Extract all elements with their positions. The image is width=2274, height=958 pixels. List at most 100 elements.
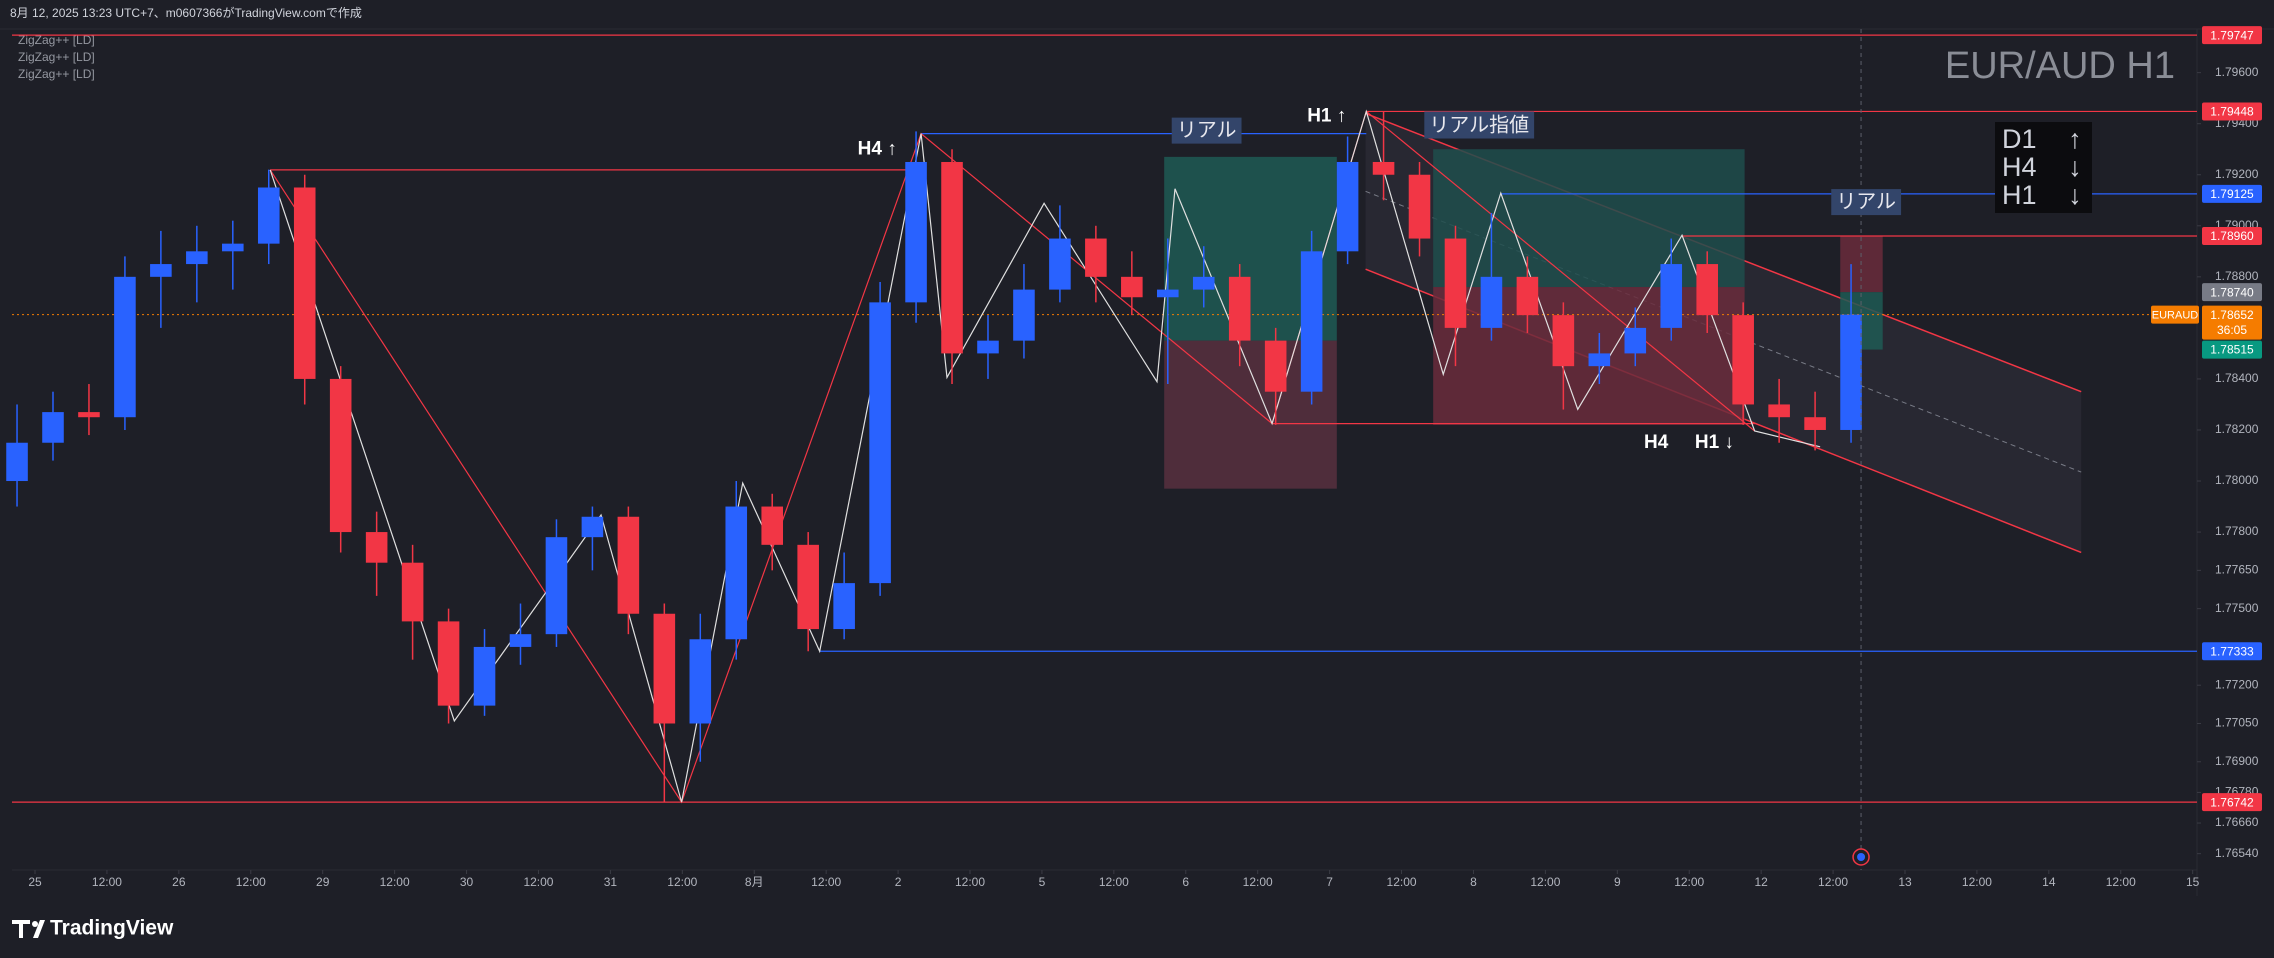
candle-body xyxy=(905,161,927,303)
x-tick-label: 30 xyxy=(460,875,474,889)
y-tick-label: 1.76660 xyxy=(2215,815,2259,829)
x-tick-label: 12:00 xyxy=(2106,875,2136,889)
candle-body xyxy=(581,516,604,538)
price-tag-label: 1.77333 xyxy=(2210,644,2254,658)
trend-timeframe: H4 xyxy=(2002,152,2037,182)
price-tag xyxy=(2202,26,2262,45)
y-tick-label: 1.78200 xyxy=(2215,422,2259,436)
candle-body xyxy=(150,264,172,277)
x-tick-label: 12 xyxy=(1754,875,1768,889)
price-tag xyxy=(2202,642,2262,661)
candle-body xyxy=(977,340,999,354)
annotation: リアル指値 xyxy=(1429,114,1529,137)
current-price-tag xyxy=(2202,305,2262,340)
trend-timeframe: H1 xyxy=(2002,180,2037,210)
candle-body xyxy=(545,537,568,635)
annotation: H1 ↑ xyxy=(1307,105,1346,126)
candle-body xyxy=(473,646,496,706)
y-tick-label: 1.77800 xyxy=(2215,524,2259,538)
y-tick-label: 1.76900 xyxy=(2215,754,2259,768)
candle-body xyxy=(617,516,640,614)
candle-body xyxy=(401,562,424,622)
symbol-tag xyxy=(2151,305,2199,324)
x-tick-label: 25 xyxy=(28,875,42,889)
price-tag-label: 1.79448 xyxy=(2210,105,2254,119)
price-tag-label: 1.78740 xyxy=(2210,285,2254,299)
price-tag xyxy=(2202,226,2262,245)
y-tick-label: 1.77500 xyxy=(2215,601,2259,615)
candle-body xyxy=(6,442,28,482)
candle-body xyxy=(1408,174,1431,239)
candle-body xyxy=(725,506,748,640)
x-tick-label: 15 xyxy=(2186,875,2200,889)
y-tick-label: 1.79600 xyxy=(2215,65,2259,79)
x-tick-label: 5 xyxy=(1039,875,1046,889)
annotation: リアル xyxy=(1177,120,1237,142)
x-tick-label: 12:00 xyxy=(1387,875,1417,889)
candle-body xyxy=(293,187,316,379)
x-tick-label: 12:00 xyxy=(92,875,122,889)
x-tick-label: 8月 xyxy=(745,875,764,889)
symbol-label: EURAUD xyxy=(2152,310,2199,322)
candle-body xyxy=(1444,238,1467,328)
price-tag xyxy=(2202,283,2262,302)
candle-body xyxy=(1732,315,1754,405)
price-tag-label: 1.76742 xyxy=(2210,795,2254,809)
x-tick-label: 7 xyxy=(1326,875,1333,889)
candle-body xyxy=(1336,161,1359,252)
current-price-label: 1.78652 xyxy=(2210,308,2254,322)
price-tag xyxy=(2202,793,2262,812)
x-tick-label: 12:00 xyxy=(955,875,985,889)
annotation-box xyxy=(1171,117,1242,144)
candle-body xyxy=(1085,238,1107,277)
price-tag-label: 1.79125 xyxy=(2210,187,2254,201)
y-tick-label: 1.77650 xyxy=(2215,563,2259,577)
candle-body xyxy=(42,412,64,443)
x-tick-label: 8 xyxy=(1470,875,1477,889)
trend-direction: ↑ xyxy=(2068,124,2082,154)
price-tag xyxy=(2202,340,2262,359)
y-tick-label: 1.78400 xyxy=(2215,371,2259,385)
candle-body xyxy=(1696,264,1718,316)
x-tick-label: 12:00 xyxy=(1243,875,1273,889)
candle-body xyxy=(1804,417,1826,430)
candle-body xyxy=(761,506,784,545)
candle-body xyxy=(941,161,963,354)
candle-body xyxy=(1157,289,1179,298)
countdown: 36:05 xyxy=(2217,323,2247,337)
candle-body xyxy=(1013,289,1035,341)
indicator-label: ZigZag++ [LD] xyxy=(18,67,95,81)
x-tick-label: 13 xyxy=(1898,875,1912,889)
brand-logo xyxy=(12,920,45,938)
candle-body xyxy=(509,634,532,647)
y-tick-label: 1.78800 xyxy=(2215,269,2259,283)
price-tag xyxy=(2202,102,2262,121)
trend-table xyxy=(1995,122,2092,213)
candle-body xyxy=(797,544,819,630)
candle-body xyxy=(1300,251,1323,392)
trend-direction: ↓ xyxy=(2068,180,2082,210)
price-tag xyxy=(2202,184,2262,203)
event-icon-dot xyxy=(1857,853,1866,861)
trend-direction: ↓ xyxy=(2068,152,2082,182)
x-tick-label: 26 xyxy=(172,875,186,889)
y-tick-label: 1.78000 xyxy=(2215,473,2259,487)
trend-timeframe: D1 xyxy=(2002,124,2037,154)
chart-title: EUR/AUD H1 xyxy=(1945,45,2175,87)
candle-body xyxy=(1121,276,1143,298)
x-tick-label: 12:00 xyxy=(1530,875,1560,889)
candle-body xyxy=(1768,404,1790,418)
annotation: H1 ↓ xyxy=(1695,432,1734,453)
y-tick-label: 1.76540 xyxy=(2215,846,2259,860)
y-tick-label: 1.77050 xyxy=(2215,716,2259,730)
x-tick-label: 29 xyxy=(316,875,330,889)
x-tick-label: 12:00 xyxy=(1099,875,1129,889)
x-tick-label: 12:00 xyxy=(1674,875,1704,889)
candle-body xyxy=(437,621,460,706)
candle-body xyxy=(365,532,388,563)
candle-body xyxy=(78,412,100,418)
indicator-label: ZigZag++ [LD] xyxy=(18,50,95,64)
candle-body xyxy=(689,639,712,724)
x-tick-label: 12:00 xyxy=(811,875,841,889)
